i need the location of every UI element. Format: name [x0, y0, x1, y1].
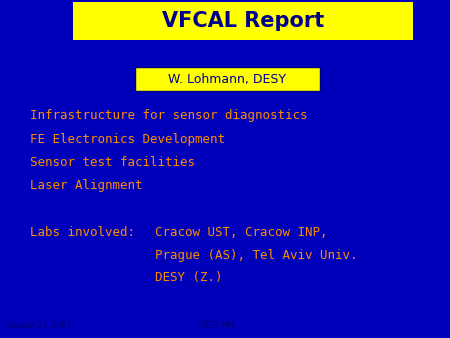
FancyBboxPatch shape	[73, 2, 413, 40]
Text: DESY (Z.): DESY (Z.)	[155, 270, 222, 284]
Text: Sensor test facilities: Sensor test facilities	[30, 155, 195, 169]
Text: VFCAL Report: VFCAL Report	[162, 11, 324, 31]
Text: Labs involved:: Labs involved:	[30, 226, 135, 240]
Text: Prague (AS), Tel Aviv Univ.: Prague (AS), Tel Aviv Univ.	[155, 248, 357, 262]
Text: Laser Alignment: Laser Alignment	[30, 178, 143, 192]
Text: Infrastructure for sensor diagnostics: Infrastructure for sensor diagnostics	[30, 110, 307, 122]
Text: August 27, 2007: August 27, 2007	[8, 321, 71, 330]
Text: DESY-HH: DESY-HH	[200, 321, 234, 330]
Text: FE Electronics Development: FE Electronics Development	[30, 132, 225, 145]
Text: Cracow UST, Cracow INP,: Cracow UST, Cracow INP,	[155, 226, 328, 240]
Text: W. Lohmann, DESY: W. Lohmann, DESY	[168, 72, 286, 86]
FancyBboxPatch shape	[135, 67, 320, 91]
